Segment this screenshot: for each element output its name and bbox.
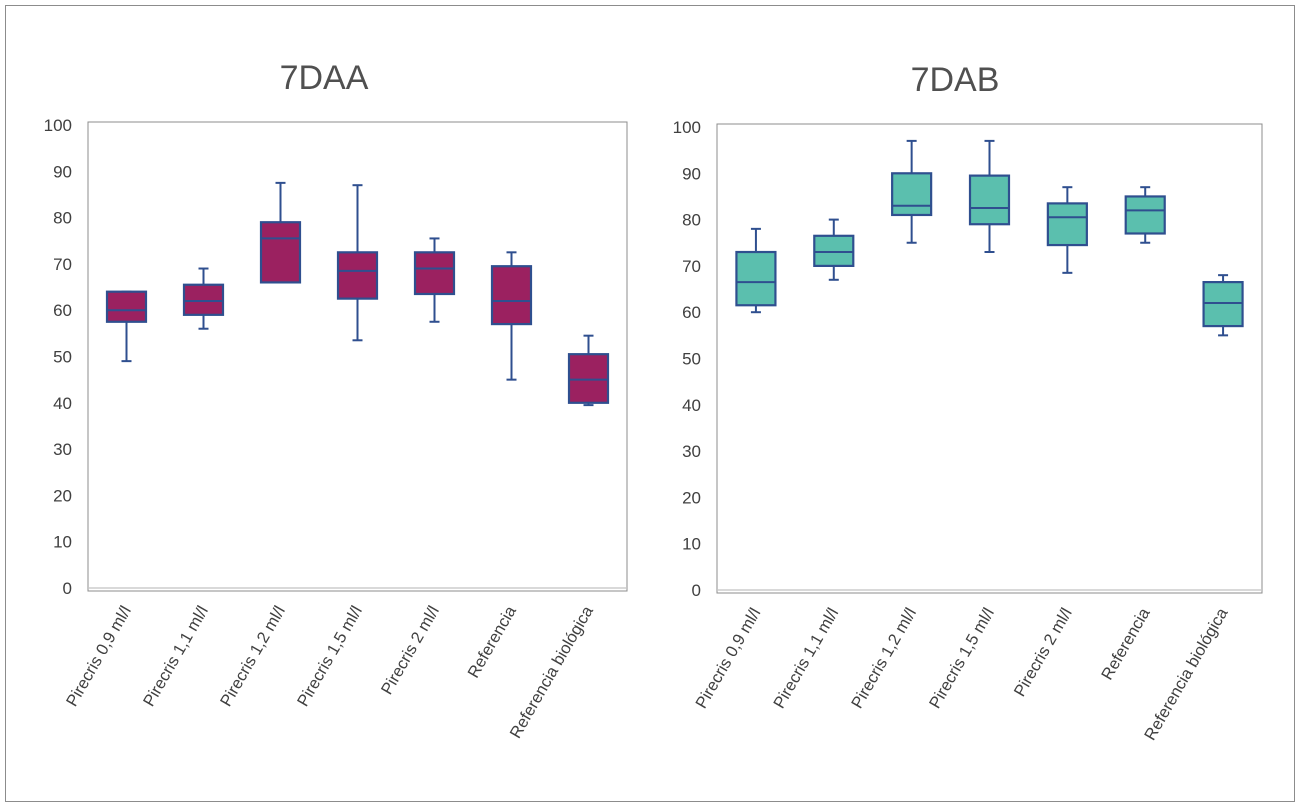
- box-6: [1124, 186, 1166, 244]
- y-tick-label: 60: [53, 301, 72, 320]
- x-tick-label: Pirecris 1,1 ml/l: [140, 603, 212, 710]
- x-tick-label: Pirecris 1,5 ml/l: [294, 603, 366, 710]
- box-body: [259, 221, 302, 284]
- box-3: [891, 139, 933, 244]
- box-body: [490, 265, 533, 326]
- box-3: [259, 181, 302, 284]
- box-body: [1202, 281, 1244, 328]
- chart-7daa: 7DAA 0 10 20 30 40 50 60 70 80 90 100 Pirecris 0,9 …: [44, 59, 628, 741]
- box-body: [735, 250, 777, 307]
- y-tick-label: 90: [53, 162, 72, 181]
- y-tick-label: 90: [682, 164, 701, 183]
- x-tick-label: Pirecris 1,5 ml/l: [926, 605, 998, 712]
- box-body: [1046, 202, 1088, 247]
- box-4: [968, 139, 1011, 254]
- box-7: [567, 334, 610, 407]
- box-2: [813, 218, 855, 281]
- x-tick-label: Referencia: [464, 602, 520, 681]
- box-body: [105, 290, 148, 323]
- x-tick-label: Pirecris 1,2 ml/l: [848, 605, 920, 712]
- y-tick-label: 70: [682, 257, 701, 276]
- box-2: [182, 267, 225, 330]
- box-7: [1202, 274, 1244, 337]
- x-tick-label: Pirecris 2 ml/l: [1011, 605, 1076, 700]
- chart-7dab: 7DAB 0 10 20 30 40 50 60 70 80 90 100 Pirecris 0,9 …: [673, 61, 1263, 743]
- box-1: [105, 290, 148, 363]
- box-5: [1046, 186, 1088, 274]
- x-tick-label: Pirecris 0,9 ml/l: [63, 603, 135, 710]
- y-tick-label: 70: [53, 255, 72, 274]
- box-6: [490, 251, 533, 381]
- box-body: [891, 172, 933, 217]
- box-body: [336, 251, 379, 300]
- x-tick-label: Pirecris 1,2 ml/l: [217, 603, 289, 710]
- y-tick-label: 30: [53, 440, 72, 459]
- y-tick-label: 20: [682, 488, 701, 507]
- box-body: [413, 251, 456, 296]
- y-tick-label: 40: [53, 394, 72, 413]
- y-tick-label: 40: [682, 396, 701, 415]
- y-tick-label: 100: [673, 118, 701, 137]
- box-body: [182, 283, 225, 316]
- y-tick-label: 80: [53, 209, 72, 228]
- y-tick-label: 60: [682, 303, 701, 322]
- x-tick-label: Referencia biológica: [507, 602, 598, 741]
- chart-title: 7DAA: [280, 59, 369, 97]
- y-tick-label: 100: [44, 116, 72, 135]
- box-body: [968, 174, 1011, 226]
- x-tick-label: Referencia biológica: [1141, 604, 1232, 743]
- chart-title: 7DAB: [911, 61, 1000, 99]
- x-tick-label: Referencia: [1098, 604, 1154, 683]
- y-tick-label: 10: [53, 533, 72, 552]
- y-tick-label: 80: [682, 211, 701, 230]
- x-tick-label: Pirecris 1,1 ml/l: [770, 605, 842, 712]
- box-body: [1124, 195, 1166, 235]
- y-tick-label: 50: [53, 348, 72, 367]
- y-tick-label: 50: [682, 350, 701, 369]
- box-5: [413, 237, 456, 323]
- box-4: [336, 184, 379, 342]
- y-tick-label: 30: [682, 442, 701, 461]
- box-body: [813, 234, 855, 267]
- y-tick-label: 10: [682, 535, 701, 554]
- y-tick-label: 20: [53, 486, 72, 505]
- x-tick-label: Pirecris 0,9 ml/l: [692, 605, 764, 712]
- y-tick-label: 0: [692, 581, 701, 600]
- x-tick-label: Pirecris 2 ml/l: [378, 603, 443, 698]
- box-1: [735, 227, 777, 314]
- y-tick-label: 0: [63, 579, 72, 598]
- box-body: [567, 353, 610, 404]
